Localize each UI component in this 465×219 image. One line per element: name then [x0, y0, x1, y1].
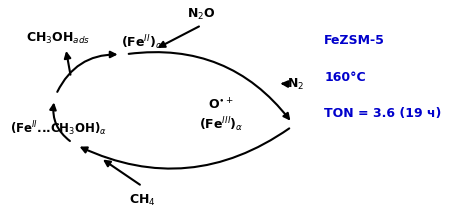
- Text: (Fe$^{II}$)$_\alpha$: (Fe$^{II}$)$_\alpha$: [121, 33, 163, 52]
- Text: CH$_3$OH$_{ads}$: CH$_3$OH$_{ads}$: [26, 31, 90, 46]
- Text: O$^{\bullet+}$: O$^{\bullet+}$: [208, 97, 234, 113]
- Text: FeZSM-5: FeZSM-5: [324, 34, 385, 47]
- Text: CH$_4$: CH$_4$: [129, 193, 156, 208]
- Text: (Fe$^{III}$)$_\alpha$: (Fe$^{III}$)$_\alpha$: [199, 115, 243, 134]
- Text: TON = 3.6 (19 ч): TON = 3.6 (19 ч): [324, 107, 442, 120]
- Text: 160°C: 160°C: [324, 71, 366, 84]
- Text: N$_2$O: N$_2$O: [187, 7, 216, 22]
- Text: N$_2$: N$_2$: [287, 77, 304, 92]
- Text: (Fe$^{II}$...CH$_3$OH)$_\alpha$: (Fe$^{II}$...CH$_3$OH)$_\alpha$: [10, 120, 107, 138]
